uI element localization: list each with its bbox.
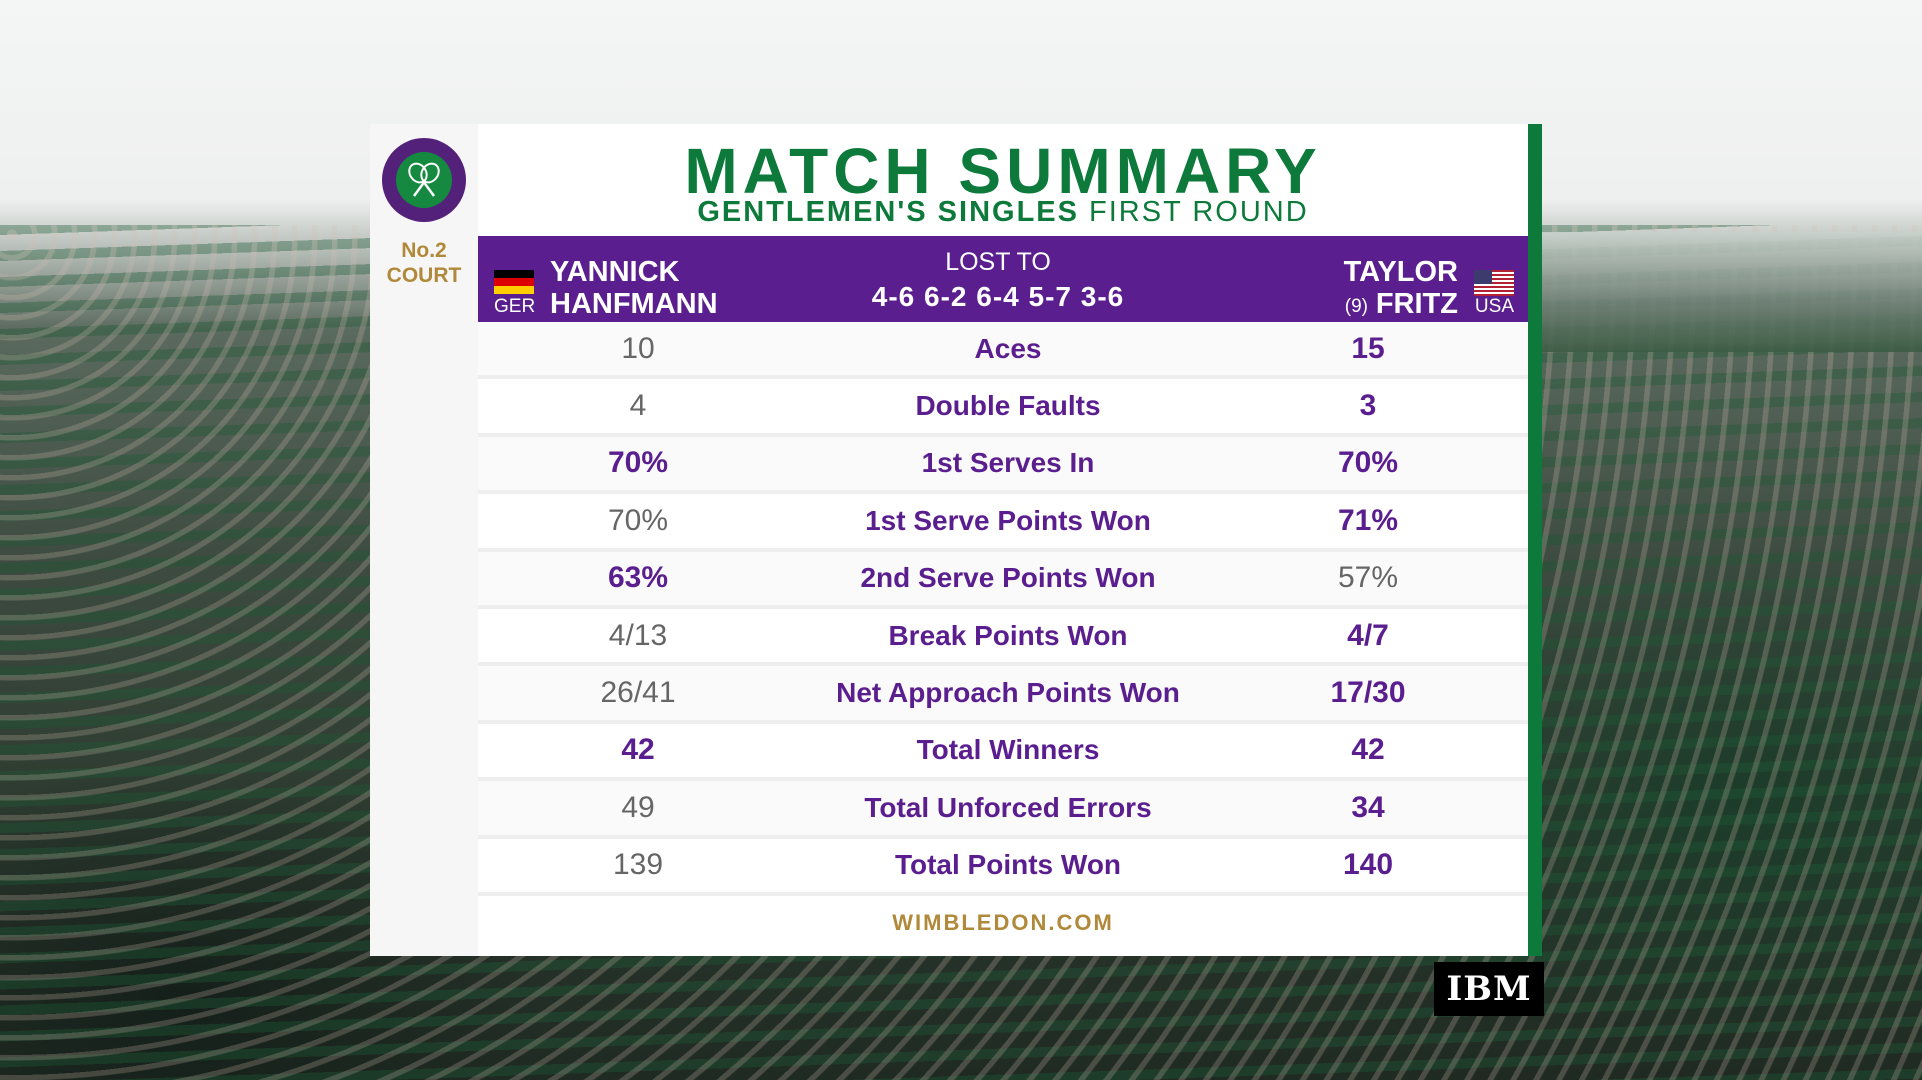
player1-stat: 4 [629,389,647,423]
player2-stat: 71% [1337,503,1399,537]
event-name: GENTLEMEN'S SINGLES [697,196,1079,228]
usa-flag-icon [1474,270,1514,296]
wimbledon-logo [382,138,466,222]
court-word: COURT [386,264,462,287]
stat-row: 4 Double Faults 3 [478,379,1528,437]
round-subtitle: GENTLEMEN'S SINGLES FIRST ROUND [478,196,1528,229]
court-label: No.2 COURT [370,238,478,288]
player1-first-name: YANNICK [550,256,680,288]
stat-label: 2nd Serve Points Won [860,562,1156,594]
round-name: FIRST ROUND [1089,196,1309,228]
player1-country: GER [494,296,536,317]
player2-last-name: FRITZ [1375,288,1458,320]
player1-stat: 10 [621,331,655,365]
player1-stat: 63% [607,561,669,595]
ibm-logo: IBM [1434,962,1544,1016]
player2-country: USA [1474,296,1514,317]
stat-label: Double Faults [915,390,1101,422]
player1-stat: 70% [607,503,669,537]
player2-block: USA TAYLOR (9) FRITZ [1254,248,1514,320]
website-link: WIMBLEDON.COM [892,910,1114,935]
stat-label: Break Points Won [888,619,1128,651]
player1-stat: 4/13 [608,618,668,652]
player1-block: GER YANNICK HANFMANN [494,248,754,320]
match-summary-panel: No.2 COURT MATCH SUMMARY GENTLEMEN'S SIN… [370,124,1542,956]
crossed-rackets-icon [396,152,452,208]
player2-stat: 42 [1351,733,1385,767]
player1-stat: 26/41 [600,676,676,710]
court-number: No.2 [401,239,447,262]
player2-stat: 4/7 [1347,618,1389,652]
stat-row: 42 Total Winners 42 [478,723,1528,782]
player2-stat: 57% [1337,561,1399,595]
stand-background [1540,232,1922,352]
player1-last-name: HANFMANN [550,288,718,320]
stat-row: 10 Aces 15 [478,322,1528,380]
player2-seed: (9) [1344,296,1368,317]
stats-table: 10 Aces 15 4 Double Faults 3 70% 1st Ser… [478,322,1528,896]
page-title: MATCH SUMMARY [684,135,1322,207]
player2-first-name: TAYLOR [1343,256,1458,288]
stat-row: 4/13 Break Points Won 4/7 [478,608,1528,667]
player1-stat: 42 [621,733,655,767]
stat-label: Total Points Won [894,849,1122,881]
stat-row: 63% 2nd Serve Points Won 57% [478,551,1528,609]
player1-stat: 139 [612,848,664,882]
stat-label: 1st Serves In [921,447,1095,479]
player2-stat: 34 [1351,790,1385,824]
stat-label: 1st Serve Points Won [865,504,1151,536]
player2-stat: 70% [1337,446,1399,480]
stat-label: Aces [974,332,1042,364]
green-accent-bar [1528,124,1542,956]
player2-stat: 140 [1342,848,1394,882]
player1-stat: 70% [607,446,669,480]
stat-row: 26/41 Net Approach Points Won 17/30 [478,666,1528,724]
left-column: No.2 COURT [370,124,478,956]
stat-label: Net Approach Points Won [836,677,1180,709]
stat-row: 70% 1st Serves In 70% [478,436,1528,495]
result-block: LOST TO 4-6 6-2 6-4 5-7 3-6 [838,248,1158,313]
match-score: 4-6 6-2 6-4 5-7 3-6 [871,281,1125,312]
player2-stat: 15 [1351,331,1385,365]
result-label: LOST TO [945,248,1051,276]
player2-stat: 17/30 [1330,676,1406,710]
stat-label: Total Unforced Errors [864,791,1152,823]
stat-row: 49 Total Unforced Errors 34 [478,781,1528,839]
stat-row: 139 Total Points Won 140 [478,838,1528,896]
players-header: GER YANNICK HANFMANN LOST TO 4-6 6-2 6-4… [478,236,1528,322]
player2-stat: 3 [1359,389,1377,423]
stat-label: Total Winners [916,734,1100,766]
germany-flag-icon [494,270,534,294]
player1-stat: 49 [621,790,655,824]
stat-row: 70% 1st Serve Points Won 71% [478,494,1528,552]
